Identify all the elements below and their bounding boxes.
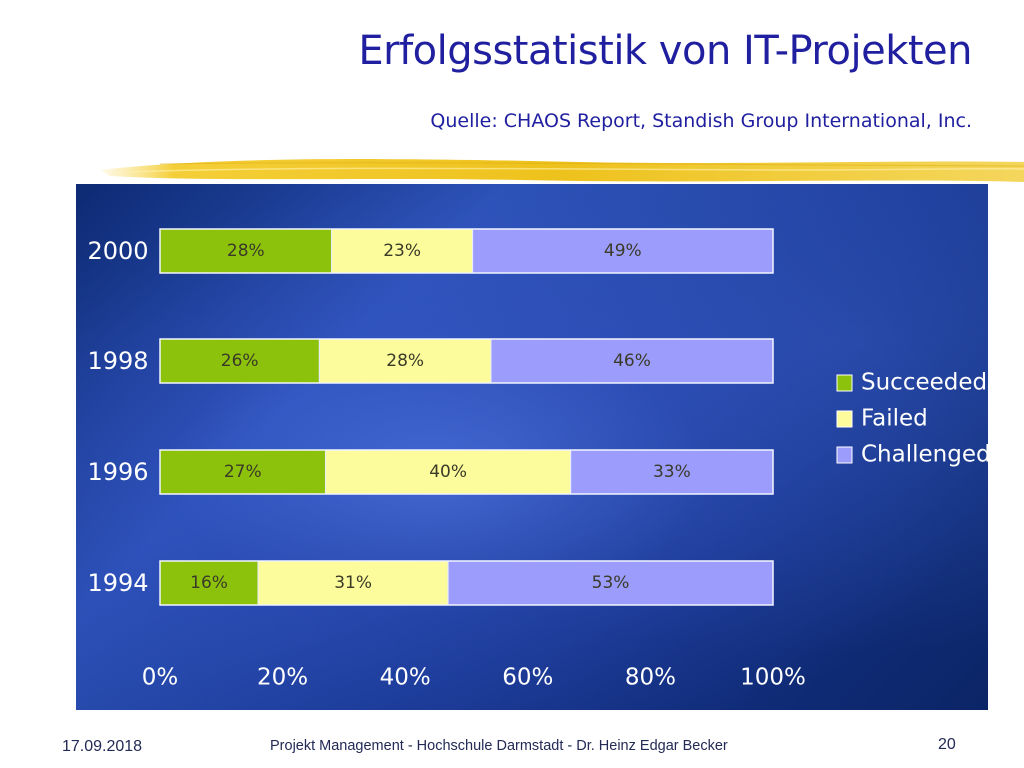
legend-label: Succeeded — [861, 370, 987, 396]
footer-page-number: 20 — [938, 736, 956, 753]
x-tick-label: 40% — [380, 665, 431, 691]
chart-panel: 2000 28% 23% 49% 1998 26% 28% 46% 1996 27% 40% 33% 1… — [76, 184, 988, 710]
x-tick-label: 80% — [625, 665, 676, 691]
data-label: 40% — [429, 462, 467, 482]
bar-segment — [490, 338, 774, 384]
data-label: 26% — [221, 351, 259, 371]
bar-segment — [447, 560, 774, 606]
bar-outline — [159, 560, 774, 606]
y-tick-label: 1994 — [87, 569, 148, 597]
data-label: 28% — [386, 351, 424, 371]
bar-outline — [159, 228, 774, 274]
y-tick-label: 1998 — [87, 347, 148, 375]
data-label: 23% — [383, 241, 421, 261]
decorative-brush-stroke — [100, 159, 1024, 182]
y-tick-label: 2000 — [87, 237, 148, 265]
legend-label: Failed — [861, 406, 928, 432]
legend-swatch — [836, 410, 853, 428]
legend-label: Challenged — [861, 442, 988, 468]
slide-title: Erfolgsstatistik von IT-Projekten — [358, 28, 972, 74]
data-label: 33% — [653, 462, 691, 482]
x-tick-label: 0% — [142, 665, 179, 691]
y-tick-label: 1996 — [87, 458, 148, 486]
slide-subtitle: Quelle: CHAOS Report, Standish Group Int… — [430, 110, 972, 132]
data-label: 46% — [613, 351, 651, 371]
x-tick-label: 20% — [257, 665, 308, 691]
bar-segment — [159, 449, 327, 495]
bar-outline — [159, 338, 774, 384]
stacked-bar-chart: 2000 28% 23% 49% 1998 26% 28% 46% 1996 27% 40% 33% 1… — [87, 228, 988, 691]
bar-outline — [159, 449, 774, 495]
data-label: 28% — [227, 241, 265, 261]
data-label: 53% — [592, 573, 630, 593]
legend-swatch — [836, 446, 853, 464]
bar-segment — [159, 228, 333, 274]
data-label: 27% — [224, 462, 262, 482]
data-label: 31% — [334, 573, 372, 593]
x-tick-label: 60% — [502, 665, 553, 691]
footer-text: Projekt Management - Hochschule Darmstad… — [270, 738, 728, 754]
x-tick-label: 100% — [740, 665, 806, 691]
bar-segment — [257, 560, 449, 606]
legend-swatch — [836, 374, 853, 392]
footer-date: 17.09.2018 — [62, 738, 143, 755]
data-label: 16% — [190, 573, 228, 593]
bar-segment — [331, 228, 474, 274]
data-label: 49% — [604, 241, 642, 261]
